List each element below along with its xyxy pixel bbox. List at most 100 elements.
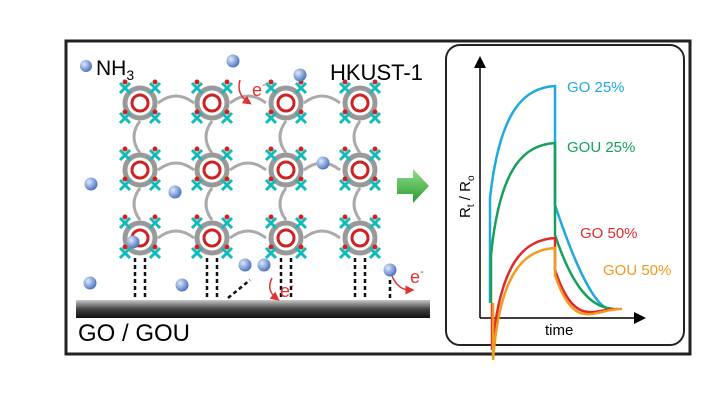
node-o: [342, 109, 348, 115]
node: [294, 111, 308, 125]
linker: [132, 187, 142, 221]
node: [220, 178, 234, 192]
node-o: [298, 244, 304, 250]
node-o: [372, 176, 378, 182]
node: [338, 246, 352, 260]
e-arrow: [269, 277, 280, 301]
node: [190, 81, 204, 95]
cage-inner: [202, 228, 222, 248]
molecule: [293, 68, 307, 82]
node-o: [194, 176, 200, 182]
e-base: e: [252, 80, 262, 100]
node: [368, 111, 382, 125]
node-o: [342, 146, 348, 152]
node-o: [224, 146, 230, 152]
node: [190, 246, 204, 260]
node: [148, 81, 162, 95]
e-base: e: [280, 281, 290, 301]
e-sup: -: [420, 266, 424, 278]
node: [338, 81, 352, 95]
molecule: [238, 258, 252, 272]
node-o: [224, 214, 230, 220]
inset-box: [445, 44, 685, 346]
molecule: [175, 278, 189, 292]
node: [264, 178, 278, 192]
node-o: [224, 176, 230, 182]
node-o: [342, 214, 348, 220]
molecule: [316, 156, 330, 170]
molecule: [226, 54, 240, 68]
cage: [268, 85, 304, 121]
linker: [278, 187, 288, 221]
node-o: [194, 109, 200, 115]
node: [118, 178, 132, 192]
curve-label: GOU 25%: [567, 139, 635, 156]
cage-inner: [130, 160, 150, 180]
cage-inner: [350, 93, 370, 113]
cage-inner: [350, 228, 370, 248]
node: [118, 111, 132, 125]
cage-inner: [276, 93, 296, 113]
node: [190, 148, 204, 162]
node: [264, 216, 278, 230]
gas-base: NH: [96, 57, 126, 80]
e-sup: -: [290, 280, 294, 292]
linker: [303, 94, 341, 105]
node-o: [372, 109, 378, 115]
node-o: [342, 79, 348, 85]
cage: [268, 152, 304, 188]
node-o: [298, 214, 304, 220]
curve: [488, 84, 611, 311]
node: [368, 216, 382, 230]
node-o: [342, 244, 348, 250]
linker: [229, 229, 267, 240]
node-o: [268, 109, 274, 115]
node-o: [122, 176, 128, 182]
node: [338, 111, 352, 125]
framework-lattice: [118, 79, 392, 300]
node-o: [372, 146, 378, 152]
curves: GO 25% GOU 25% GO 50% GOU 50%: [488, 79, 671, 361]
node: [338, 216, 352, 230]
cage: [342, 220, 378, 256]
linker: [352, 187, 362, 221]
node: [294, 216, 308, 230]
node-o: [268, 79, 274, 85]
node-o: [268, 176, 274, 182]
node: [220, 148, 234, 162]
node-o: [152, 79, 158, 85]
node: [118, 148, 132, 162]
molecule: [257, 258, 271, 272]
electron-label: e-: [252, 79, 266, 100]
cage-inner: [276, 228, 296, 248]
linker: [303, 229, 341, 240]
node: [190, 216, 204, 230]
framework-label: HKUST-1: [330, 60, 423, 85]
node: [264, 81, 278, 95]
linker: [204, 187, 214, 221]
cage: [194, 152, 230, 188]
node-o: [122, 79, 128, 85]
cage: [194, 220, 230, 256]
substrate: [76, 300, 430, 318]
node-o: [268, 244, 274, 250]
linker: [278, 120, 288, 154]
cage-inner: [202, 93, 222, 113]
node-o: [372, 79, 378, 85]
node-o: [122, 244, 128, 250]
node-o: [268, 146, 274, 152]
node: [338, 178, 352, 192]
node: [148, 148, 162, 162]
node: [294, 178, 308, 192]
linker: [229, 161, 267, 172]
y-label-part: t: [466, 204, 477, 207]
legend-ball: [80, 60, 92, 72]
y-label-part: o: [466, 175, 477, 181]
node-o: [298, 109, 304, 115]
node: [294, 246, 308, 260]
molecule: [126, 235, 140, 249]
node: [220, 216, 234, 230]
electrons: e- e- e-: [252, 79, 424, 301]
linker: [204, 120, 214, 154]
